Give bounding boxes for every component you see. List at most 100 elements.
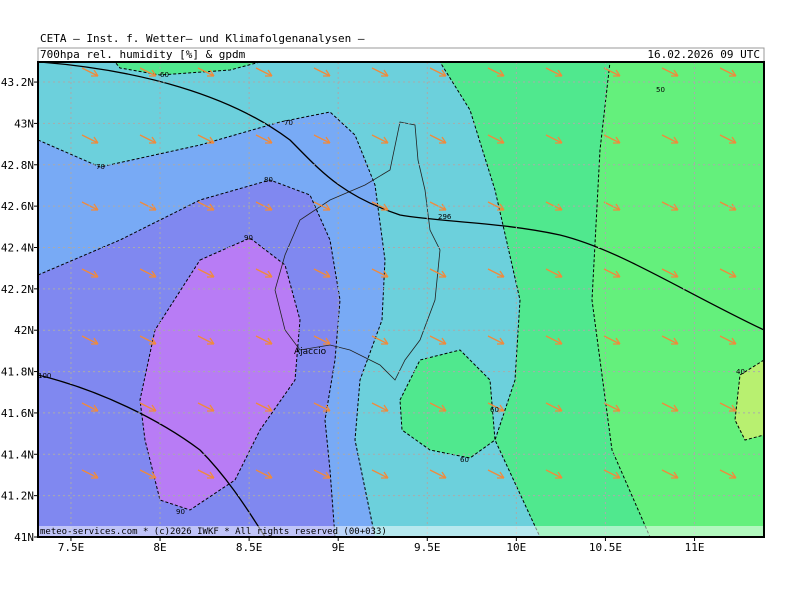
field-area (139, 237, 301, 511)
wind-arrow (719, 335, 737, 345)
wind-arrow (371, 335, 389, 345)
wind-arrow (429, 134, 447, 144)
x-tick-label: 8E (153, 541, 166, 554)
wind-arrow (313, 268, 331, 278)
contour-label: 80 (264, 176, 273, 184)
map-frame (37, 61, 765, 538)
wind-arrow (139, 67, 157, 77)
contour-label: 50 (656, 86, 665, 94)
contour-label: 40 (736, 368, 745, 376)
coastline (274, 121, 441, 381)
x-tick-label: 9.5E (414, 541, 441, 554)
wind-arrow (487, 201, 505, 211)
wind-arrow (197, 335, 215, 345)
institute-title: CETA – Inst. f. Wetter– und Klimafolgena… (40, 32, 365, 45)
wind-arrow (545, 268, 563, 278)
wind-arrow (603, 469, 621, 479)
wind-arrow (429, 335, 447, 345)
wind-arrow (139, 402, 157, 412)
x-tick-label: 7.5E (58, 541, 85, 554)
y-tick-label: 41.8N (1, 366, 34, 379)
wind-arrow (313, 335, 331, 345)
wind-arrow (255, 268, 273, 278)
wind-arrow (429, 67, 447, 77)
wind-arrow (81, 469, 99, 479)
wind-arrow (197, 67, 215, 77)
wind-arrow (661, 134, 679, 144)
wind-arrow (429, 402, 447, 412)
wind-arrow (603, 268, 621, 278)
wind-arrow (81, 134, 99, 144)
place-label: Ajaccio (294, 347, 327, 357)
y-tick-label: 42.4N (1, 241, 34, 254)
x-tick-label: 11E (685, 541, 705, 554)
wind-arrow (603, 134, 621, 144)
wind-arrows (81, 67, 737, 479)
wind-arrow (197, 268, 215, 278)
wind-arrow (545, 335, 563, 345)
wind-arrow (313, 469, 331, 479)
contour-label: 60 (490, 406, 499, 414)
y-tick-label: 41.4N (1, 448, 34, 461)
y-tick-label: 42.6N (1, 200, 34, 213)
wind-arrow (487, 134, 505, 144)
contour-label: 90 (244, 234, 253, 242)
grid (38, 62, 764, 537)
y-tick-label: 42.8N (1, 159, 34, 172)
wind-arrow (661, 268, 679, 278)
wind-arrow (487, 402, 505, 412)
wind-arrow (487, 335, 505, 345)
wind-arrow (429, 268, 447, 278)
contour-label: 70 (96, 163, 105, 171)
y-tick-label: 42.2N (1, 283, 34, 296)
wind-arrow (661, 335, 679, 345)
wind-arrow (371, 268, 389, 278)
contour-label: 100 (38, 372, 51, 380)
wind-arrow (545, 469, 563, 479)
y-tick-label: 41.2N (1, 490, 34, 503)
wind-arrow (197, 134, 215, 144)
valid-time: 16.02.2026 09 UTC (647, 48, 760, 61)
x-tick-label: 9E (332, 541, 345, 554)
wind-arrow (545, 67, 563, 77)
wind-arrow (197, 402, 215, 412)
wind-arrow (255, 134, 273, 144)
wind-arrow (603, 402, 621, 412)
contour-label: 60 (460, 456, 469, 464)
wind-arrow (81, 67, 99, 77)
wind-arrow (197, 201, 215, 211)
wind-arrow (661, 402, 679, 412)
wind-arrow (197, 469, 215, 479)
contour-label: 70 (284, 119, 293, 127)
wind-arrow (545, 134, 563, 144)
wind-arrow (81, 402, 99, 412)
wind-arrow (603, 335, 621, 345)
contour-label: 60 (160, 71, 169, 79)
wind-arrow (139, 268, 157, 278)
wind-arrow (603, 201, 621, 211)
wind-arrow (313, 201, 331, 211)
wind-arrow (313, 67, 331, 77)
wind-arrow (371, 134, 389, 144)
wind-arrow (603, 67, 621, 77)
field-area (734, 359, 764, 441)
wind-arrow (371, 469, 389, 479)
contour-label: 90 (176, 508, 185, 516)
y-tick-label: 41.6N (1, 407, 34, 420)
wind-arrow (487, 469, 505, 479)
wind-arrow (255, 335, 273, 345)
wind-arrow (139, 134, 157, 144)
field-area (399, 349, 496, 459)
wind-arrow (719, 67, 737, 77)
wind-arrow (661, 67, 679, 77)
y-tick-label: 41N (14, 531, 34, 544)
wind-arrow (139, 469, 157, 479)
y-tick-label: 42N (14, 324, 34, 337)
x-tick-label: 10.5E (589, 541, 622, 554)
wind-arrow (487, 67, 505, 77)
wind-arrow (545, 402, 563, 412)
map-field (38, 62, 764, 537)
wind-arrow (255, 402, 273, 412)
wind-arrow (719, 134, 737, 144)
